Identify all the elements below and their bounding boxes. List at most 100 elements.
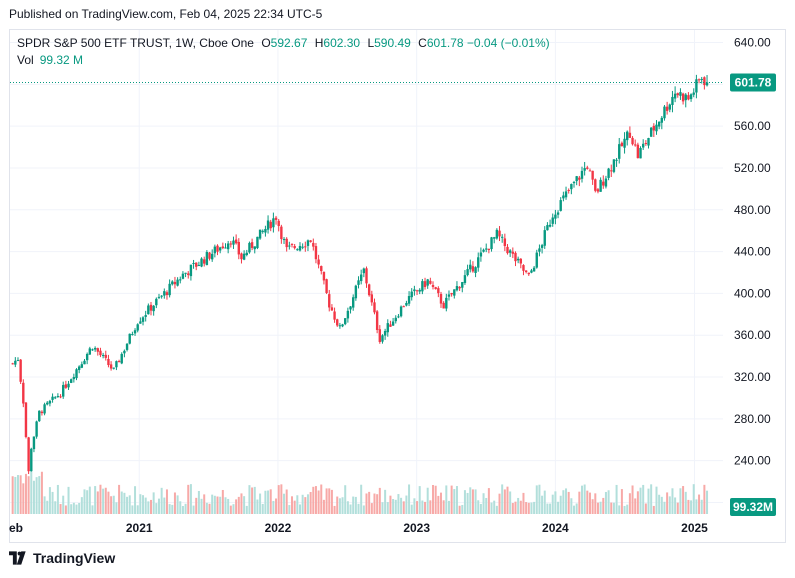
volume-bar: [588, 492, 591, 514]
candle-body: [413, 289, 416, 292]
candle-body: [679, 92, 682, 96]
candle-body: [256, 236, 259, 249]
volume-bar: [163, 497, 166, 514]
volume-bar: [373, 493, 376, 514]
volume-bar: [594, 493, 597, 514]
volume-bar: [618, 505, 621, 514]
volume-bar: [301, 494, 304, 514]
candle-body: [405, 302, 408, 306]
candle-body: [431, 285, 435, 287]
chart-legend: SPDR S&P 500 ETF TRUST, 1W, Cboe One O59…: [17, 35, 550, 69]
volume-bar: [498, 493, 501, 514]
candle-body: [524, 270, 528, 272]
volume-bar: [469, 487, 472, 514]
volume-bar: [184, 503, 187, 514]
volume-bar: [229, 505, 232, 514]
volume-bar: [248, 485, 251, 514]
candle-body: [477, 257, 480, 268]
candle-body: [232, 240, 235, 245]
volume-bar: [240, 493, 243, 514]
chart-frame[interactable]: [9, 29, 786, 543]
volume-bar: [312, 486, 315, 514]
candle-body: [309, 240, 312, 242]
volume-bar: [354, 496, 357, 514]
volume-bar: [506, 486, 509, 514]
volume-bar: [703, 484, 706, 514]
volume-bar: [615, 484, 618, 514]
volume-bar: [142, 495, 145, 514]
volume-bar: [466, 492, 469, 514]
volume-bar: [317, 490, 320, 514]
volume-bar: [628, 493, 631, 514]
volume-bar: [463, 490, 466, 514]
candle-body: [479, 252, 483, 257]
volume-bar: [639, 487, 642, 514]
volume-badge-label: 99.32M: [733, 500, 773, 514]
candle-body: [226, 243, 230, 250]
candle-body: [189, 264, 193, 277]
candle-body: [301, 246, 304, 248]
volume-bar: [181, 505, 184, 514]
volume-bar: [397, 494, 400, 514]
volume-bar: [293, 500, 296, 514]
volume-bar: [94, 486, 97, 514]
volume-bar: [365, 493, 368, 514]
candle-body: [54, 397, 57, 399]
candle-body: [554, 214, 557, 219]
volume-bar: [453, 489, 456, 514]
volume-bar: [35, 477, 38, 514]
candle-body: [365, 268, 368, 284]
candle-body: [269, 221, 272, 229]
volume-bar: [157, 498, 160, 514]
candle-body: [149, 304, 153, 311]
volume-bar: [208, 503, 211, 514]
volume-bar: [285, 489, 288, 514]
volume-bar: [583, 484, 586, 514]
volume-bar: [104, 487, 107, 514]
volume-bar: [551, 494, 554, 514]
volume-bar: [205, 502, 208, 514]
candle-body: [684, 94, 687, 101]
candle-body: [11, 363, 14, 365]
volume-bar: [261, 503, 264, 514]
candle-body: [210, 253, 214, 260]
volume-bar: [580, 485, 583, 514]
volume-bar: [439, 492, 442, 514]
volume-bar: [115, 502, 118, 514]
volume-bar: [557, 501, 560, 514]
close-label: C: [418, 36, 427, 50]
candle-body: [655, 124, 658, 132]
volume-bar: [200, 498, 203, 514]
candle-body: [357, 280, 360, 285]
candle-body: [85, 353, 89, 361]
volume-bar: [394, 499, 397, 514]
footer-brand[interactable]: TradingView: [9, 550, 115, 566]
candle-body: [466, 269, 469, 276]
volume-bar: [272, 500, 275, 514]
candle-body: [580, 170, 584, 179]
volume-bar: [150, 499, 153, 514]
candle-body: [242, 253, 246, 260]
volume-bar: [447, 500, 450, 514]
volume-bar: [59, 504, 62, 514]
volume-bar: [541, 495, 544, 514]
open-value: 592.67: [270, 36, 308, 50]
candle-body: [586, 167, 589, 169]
volume-bar: [70, 504, 73, 514]
candle-body: [176, 279, 179, 286]
symbol-title: SPDR S&P 500 ETF TRUST, 1W, Cboe One: [17, 36, 254, 50]
volume-bar: [674, 497, 677, 514]
candle-body: [213, 246, 217, 254]
price-tick-label: 480.00: [734, 203, 771, 217]
volume-bar: [554, 491, 557, 514]
candle-body: [652, 125, 656, 131]
volume-bar: [344, 485, 347, 514]
candle-body: [540, 245, 544, 248]
volume-bar: [455, 486, 458, 514]
volume-bar: [559, 495, 562, 514]
candle-body: [442, 302, 445, 309]
volume-bar: [416, 501, 419, 514]
candle-body: [703, 77, 706, 86]
candle-body: [644, 142, 648, 144]
